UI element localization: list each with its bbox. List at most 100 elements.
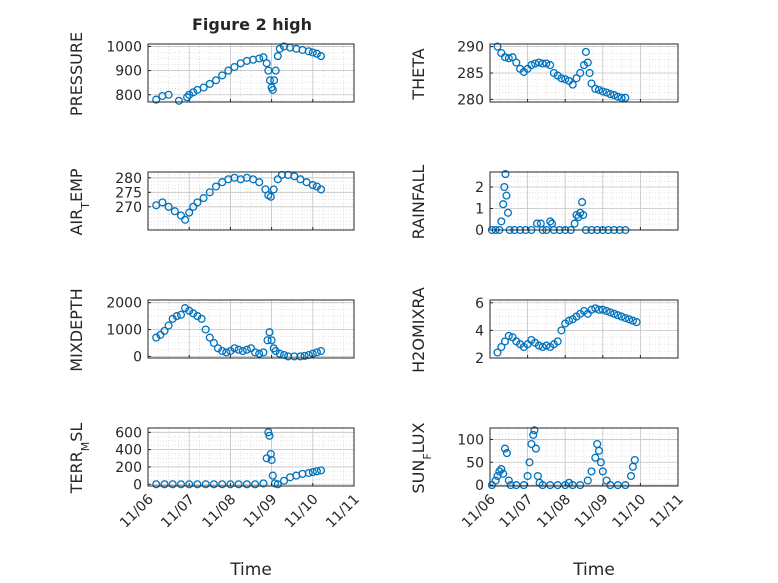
data-point [259, 479, 268, 488]
subplot-h2omixra: 2 4 6 H2OMIXRA [409, 287, 679, 373]
data-point [230, 62, 239, 72]
data-point [546, 217, 555, 226]
data-point [621, 481, 630, 490]
data-point [230, 344, 239, 353]
data-point [585, 68, 594, 78]
data-point [226, 480, 235, 489]
data-point [183, 93, 192, 102]
data-point [568, 80, 577, 89]
y-tick-label: 600 [115, 425, 142, 441]
data-point [602, 88, 611, 97]
y-tick-label: 4 [475, 323, 484, 339]
data-point [594, 305, 604, 314]
data-point [316, 346, 326, 356]
data-point [246, 344, 256, 353]
data-point [527, 61, 536, 70]
data-point [209, 480, 218, 489]
data-point [160, 326, 169, 335]
x-tick-label: 11/10 [282, 492, 322, 532]
data-point [502, 449, 511, 458]
y-axis-label: PRESSURE [67, 32, 86, 116]
data-point [176, 310, 186, 319]
data-point [262, 59, 271, 68]
y-tick-label: 285 [457, 66, 484, 82]
data-point [530, 426, 539, 435]
data-point [181, 304, 190, 313]
y-tick-label: 275 [115, 185, 142, 201]
data-point [613, 311, 622, 320]
data-point [160, 480, 169, 489]
data-point [570, 219, 579, 228]
data-point [164, 90, 173, 99]
y-axis-label: H2OMIXRA [409, 287, 428, 373]
y-tick-label: 900 [115, 64, 142, 80]
data-point [542, 341, 551, 350]
x-tick-label: 11/09 [572, 492, 612, 532]
data-point [500, 53, 510, 62]
data-point [234, 345, 243, 354]
x-tick-label: 11/06 [459, 491, 499, 531]
data-point [255, 349, 264, 358]
data-point [610, 309, 619, 318]
data-point [503, 208, 513, 217]
data-point [610, 91, 619, 100]
data-point [581, 47, 590, 56]
data-point [176, 211, 186, 220]
data-point [532, 219, 542, 228]
data-point [500, 444, 510, 453]
y-axis-label: RAINFALL [409, 165, 428, 240]
x-tick-label: 11/11 [647, 492, 687, 532]
data-point [304, 468, 313, 478]
data-point [205, 79, 214, 88]
data-point [523, 471, 532, 481]
data-point [211, 182, 221, 191]
y-tick-label: 800 [115, 88, 142, 104]
x-tick-label: 11/07 [497, 492, 537, 532]
x-tick-label: 11/07 [158, 492, 198, 532]
data-point [529, 430, 538, 439]
data-point [265, 328, 274, 337]
data-point [497, 342, 506, 352]
data-point [504, 331, 513, 340]
data-point [275, 349, 284, 358]
data-point [259, 53, 268, 62]
x-axis-label-right: Time [572, 560, 615, 580]
plot-area [490, 300, 678, 358]
data-point [193, 198, 202, 207]
data-point [300, 351, 309, 360]
data-point [205, 188, 214, 197]
data-point [251, 480, 260, 489]
data-point [591, 304, 600, 313]
data-point [630, 455, 639, 465]
data-point [504, 54, 513, 63]
y-tick-label: 6 [475, 296, 484, 312]
data-point [613, 92, 622, 101]
y-axis-label: SUNFLUX [409, 422, 434, 493]
data-point [176, 480, 186, 489]
data-point [152, 480, 161, 489]
data-point [598, 467, 607, 476]
data-point [172, 312, 181, 321]
data-point [262, 454, 271, 463]
data-point [579, 210, 588, 220]
data-point [504, 476, 513, 485]
data-point [174, 96, 183, 105]
data-point [553, 481, 562, 490]
y-tick-label: 1 [475, 202, 484, 218]
data-point [170, 207, 179, 216]
y-tick-label: 0 [133, 477, 142, 493]
data-point [156, 330, 165, 339]
y-tick-label: 100 [457, 432, 484, 448]
data-point [152, 95, 161, 104]
data-point [500, 337, 510, 346]
y-tick-label: 270 [115, 200, 142, 216]
y-axis-label: THETA [409, 48, 428, 100]
data-point [222, 348, 231, 357]
data-point [534, 58, 543, 67]
data-point [564, 316, 574, 325]
x-tick-label: 11/09 [241, 492, 281, 532]
axes-box [489, 171, 679, 231]
data-point [546, 481, 555, 490]
